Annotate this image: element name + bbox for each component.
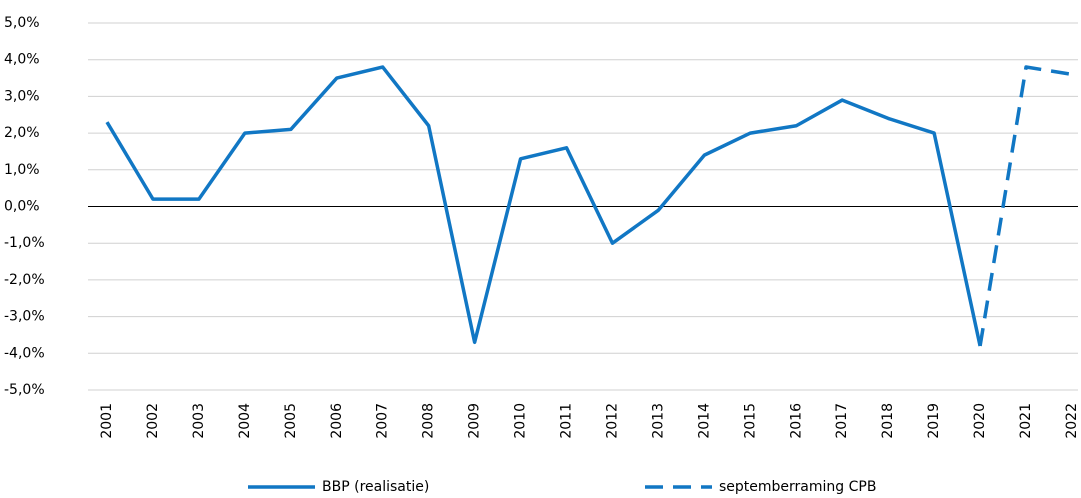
x-tick-label: 2016 — [788, 403, 804, 439]
x-tick-label: 2002 — [145, 403, 161, 439]
x-tick-label: 2011 — [559, 403, 575, 439]
x-tick-label: 2006 — [329, 403, 345, 439]
x-tick-label: 2018 — [880, 403, 896, 439]
x-tick-label: 2001 — [99, 403, 115, 439]
x-tick-label: 2012 — [604, 403, 620, 439]
x-tick-label: 2005 — [283, 403, 299, 439]
x-tick-label: 2015 — [742, 403, 758, 439]
legend-label: septemberraming CPB — [719, 479, 876, 495]
y-tick-label: 5,0% — [4, 15, 40, 31]
y-tick-label: -5,0% — [4, 382, 45, 398]
x-tick-label: 2003 — [191, 403, 207, 439]
x-tick-label: 2010 — [513, 403, 529, 439]
x-tick-label: 2020 — [972, 403, 988, 439]
x-tick-label: 2017 — [834, 403, 850, 439]
x-tick-label: 2022 — [1064, 403, 1080, 439]
y-tick-label: 1,0% — [4, 162, 40, 178]
x-tick-label: 2014 — [696, 403, 712, 439]
y-tick-label: 0,0% — [4, 199, 40, 215]
y-tick-label: -4,0% — [4, 345, 45, 361]
y-tick-label: 4,0% — [4, 52, 40, 68]
legend-label: BBP (realisatie) — [322, 479, 429, 495]
y-tick-label: 3,0% — [4, 88, 40, 104]
series-line — [978, 65, 1073, 347]
x-tick-label: 2013 — [650, 403, 666, 439]
x-tick-label: 2019 — [926, 403, 942, 439]
series-line — [105, 65, 982, 347]
y-tick-label: -1,0% — [4, 235, 45, 251]
y-tick-label: 2,0% — [4, 125, 40, 141]
y-tick-label: -3,0% — [4, 309, 45, 325]
x-tick-label: 2007 — [375, 403, 391, 439]
y-tick-label: -2,0% — [4, 272, 45, 288]
x-tick-label: 2009 — [467, 403, 483, 439]
x-tick-label: 2021 — [1018, 403, 1034, 439]
x-tick-label: 2008 — [421, 403, 437, 439]
x-tick-label: 2004 — [237, 403, 253, 439]
